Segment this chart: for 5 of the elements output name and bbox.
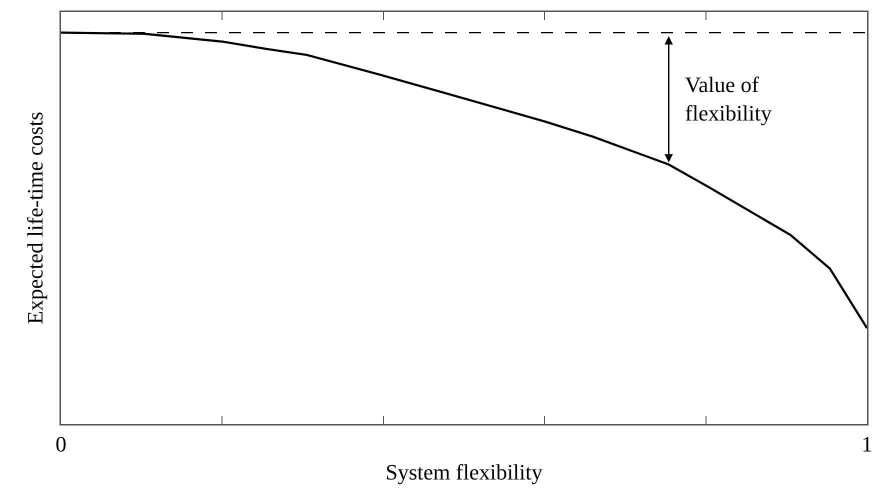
annotation: Value of flexibility [685, 72, 772, 126]
x-tick-label: 1 [862, 432, 872, 457]
x-axis-title: System flexibility [385, 459, 543, 484]
x-tick-label: 0 [56, 432, 66, 457]
y-axis-title: Expected life-time costs [22, 112, 48, 324]
